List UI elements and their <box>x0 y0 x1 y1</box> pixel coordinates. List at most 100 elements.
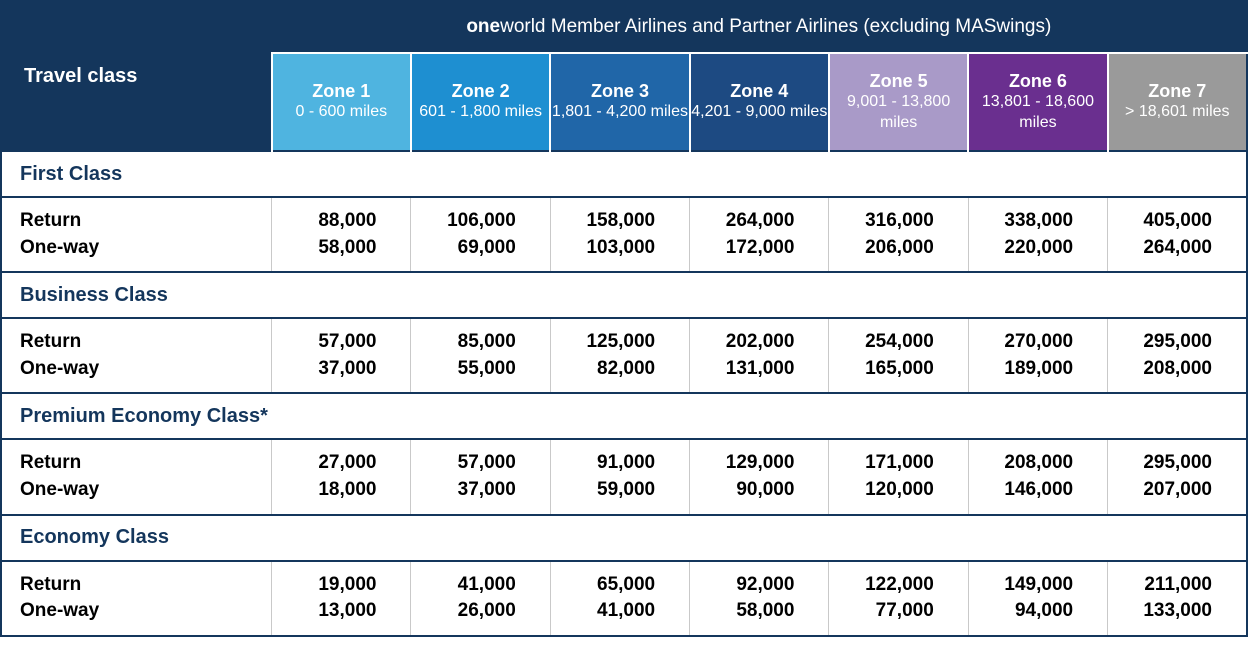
table-row: ReturnOne-way27,00018,00057,00037,00091,… <box>1 439 1247 514</box>
zone-range: 601 - 1,800 miles <box>412 102 549 123</box>
class-name: Premium Economy Class* <box>1 393 1247 439</box>
trip-type-label: Return <box>20 450 267 477</box>
miles-value: 65,000 <box>555 572 685 599</box>
miles-value: 41,000 <box>415 572 545 599</box>
miles-cell: 295,000207,000 <box>1108 439 1247 514</box>
zone-range: 0 - 600 miles <box>273 102 410 123</box>
miles-cell: 106,00069,000 <box>411 197 550 272</box>
miles-value: 165,000 <box>833 356 963 383</box>
trip-type-labels: ReturnOne-way <box>1 439 272 514</box>
miles-value: 94,000 <box>973 598 1103 625</box>
zone-range: 9,001 - 13,800 miles <box>830 92 967 134</box>
miles-value: 146,000 <box>973 477 1103 504</box>
miles-cell: 254,000165,000 <box>829 318 968 393</box>
trip-type-label: One-way <box>20 477 267 504</box>
miles-cell: 57,00037,000 <box>272 318 411 393</box>
miles-value: 295,000 <box>1112 329 1242 356</box>
trip-type-labels: ReturnOne-way <box>1 197 272 272</box>
miles-value: 264,000 <box>1112 235 1242 262</box>
miles-value: 58,000 <box>694 598 824 625</box>
trip-type-labels: ReturnOne-way <box>1 561 272 636</box>
zone-name: Zone 7 <box>1109 81 1246 102</box>
class-header-row: First Class <box>1 151 1247 197</box>
miles-value: 208,000 <box>973 450 1103 477</box>
table-body: First ClassReturnOne-way88,00058,000106,… <box>1 151 1247 636</box>
zone-header-7: Zone 7> 18,601 miles <box>1108 53 1247 151</box>
table-row: ReturnOne-way57,00037,00085,00055,000125… <box>1 318 1247 393</box>
miles-cell: 202,000131,000 <box>690 318 829 393</box>
miles-value: 37,000 <box>276 356 406 383</box>
miles-value: 18,000 <box>276 477 406 504</box>
miles-cell: 65,00041,000 <box>550 561 689 636</box>
zone-range: 4,201 - 9,000 miles <box>691 102 828 123</box>
miles-value: 120,000 <box>833 477 963 504</box>
miles-cell: 91,00059,000 <box>550 439 689 514</box>
miles-value: 88,000 <box>276 208 406 235</box>
miles-value: 264,000 <box>694 208 824 235</box>
miles-cell: 171,000120,000 <box>829 439 968 514</box>
class-name: First Class <box>1 151 1247 197</box>
class-header-row: Economy Class <box>1 515 1247 561</box>
miles-cell: 129,00090,000 <box>690 439 829 514</box>
miles-value: 85,000 <box>415 329 545 356</box>
table-row: ReturnOne-way19,00013,00041,00026,00065,… <box>1 561 1247 636</box>
miles-cell: 208,000146,000 <box>968 439 1107 514</box>
trip-type-label: Return <box>20 208 267 235</box>
table-row: ReturnOne-way88,00058,000106,00069,00015… <box>1 197 1247 272</box>
miles-value: 208,000 <box>1112 356 1242 383</box>
miles-value: 338,000 <box>973 208 1103 235</box>
class-name: Business Class <box>1 272 1247 318</box>
miles-cell: 19,00013,000 <box>272 561 411 636</box>
trip-type-label: One-way <box>20 356 267 383</box>
miles-cell: 57,00037,000 <box>411 439 550 514</box>
miles-cell: 125,00082,000 <box>550 318 689 393</box>
miles-cell: 27,00018,000 <box>272 439 411 514</box>
miles-cell: 264,000172,000 <box>690 197 829 272</box>
zone-name: Zone 6 <box>969 71 1106 92</box>
zone-name: Zone 5 <box>830 71 967 92</box>
miles-cell: 122,00077,000 <box>829 561 968 636</box>
miles-value: 171,000 <box>833 450 963 477</box>
trip-type-label: Return <box>20 329 267 356</box>
miles-cell: 405,000264,000 <box>1108 197 1247 272</box>
miles-value: 37,000 <box>415 477 545 504</box>
zone-header-1: Zone 10 - 600 miles <box>272 53 411 151</box>
zone-range: 13,801 - 18,600 miles <box>969 92 1106 134</box>
miles-value: 316,000 <box>833 208 963 235</box>
miles-value: 129,000 <box>694 450 824 477</box>
miles-value: 90,000 <box>694 477 824 504</box>
trip-type-labels: ReturnOne-way <box>1 318 272 393</box>
miles-cell: 92,00058,000 <box>690 561 829 636</box>
miles-cell: 158,000103,000 <box>550 197 689 272</box>
miles-value: 131,000 <box>694 356 824 383</box>
zone-name: Zone 4 <box>691 81 828 102</box>
trip-type-label: One-way <box>20 235 267 262</box>
miles-value: 41,000 <box>555 598 685 625</box>
zone-name: Zone 2 <box>412 81 549 102</box>
zone-header-6: Zone 613,801 - 18,600 miles <box>968 53 1107 151</box>
miles-cell: 270,000189,000 <box>968 318 1107 393</box>
miles-cell: 149,00094,000 <box>968 561 1107 636</box>
travel-class-header: Travel class <box>1 1 272 151</box>
class-header-row: Business Class <box>1 272 1247 318</box>
class-name: Economy Class <box>1 515 1247 561</box>
miles-value: 220,000 <box>973 235 1103 262</box>
zone-header-2: Zone 2601 - 1,800 miles <box>411 53 550 151</box>
miles-value: 58,000 <box>276 235 406 262</box>
zone-name: Zone 3 <box>551 81 688 102</box>
zone-range: 1,801 - 4,200 miles <box>551 102 688 123</box>
miles-value: 122,000 <box>833 572 963 599</box>
miles-cell: 41,00026,000 <box>411 561 550 636</box>
miles-value: 13,000 <box>276 598 406 625</box>
miles-value: 189,000 <box>973 356 1103 383</box>
miles-value: 57,000 <box>415 450 545 477</box>
miles-value: 69,000 <box>415 235 545 262</box>
zone-header-3: Zone 31,801 - 4,200 miles <box>550 53 689 151</box>
miles-value: 405,000 <box>1112 208 1242 235</box>
miles-value: 158,000 <box>555 208 685 235</box>
miles-value: 202,000 <box>694 329 824 356</box>
miles-value: 211,000 <box>1112 572 1242 599</box>
miles-value: 133,000 <box>1112 598 1242 625</box>
miles-value: 254,000 <box>833 329 963 356</box>
class-header-row: Premium Economy Class* <box>1 393 1247 439</box>
